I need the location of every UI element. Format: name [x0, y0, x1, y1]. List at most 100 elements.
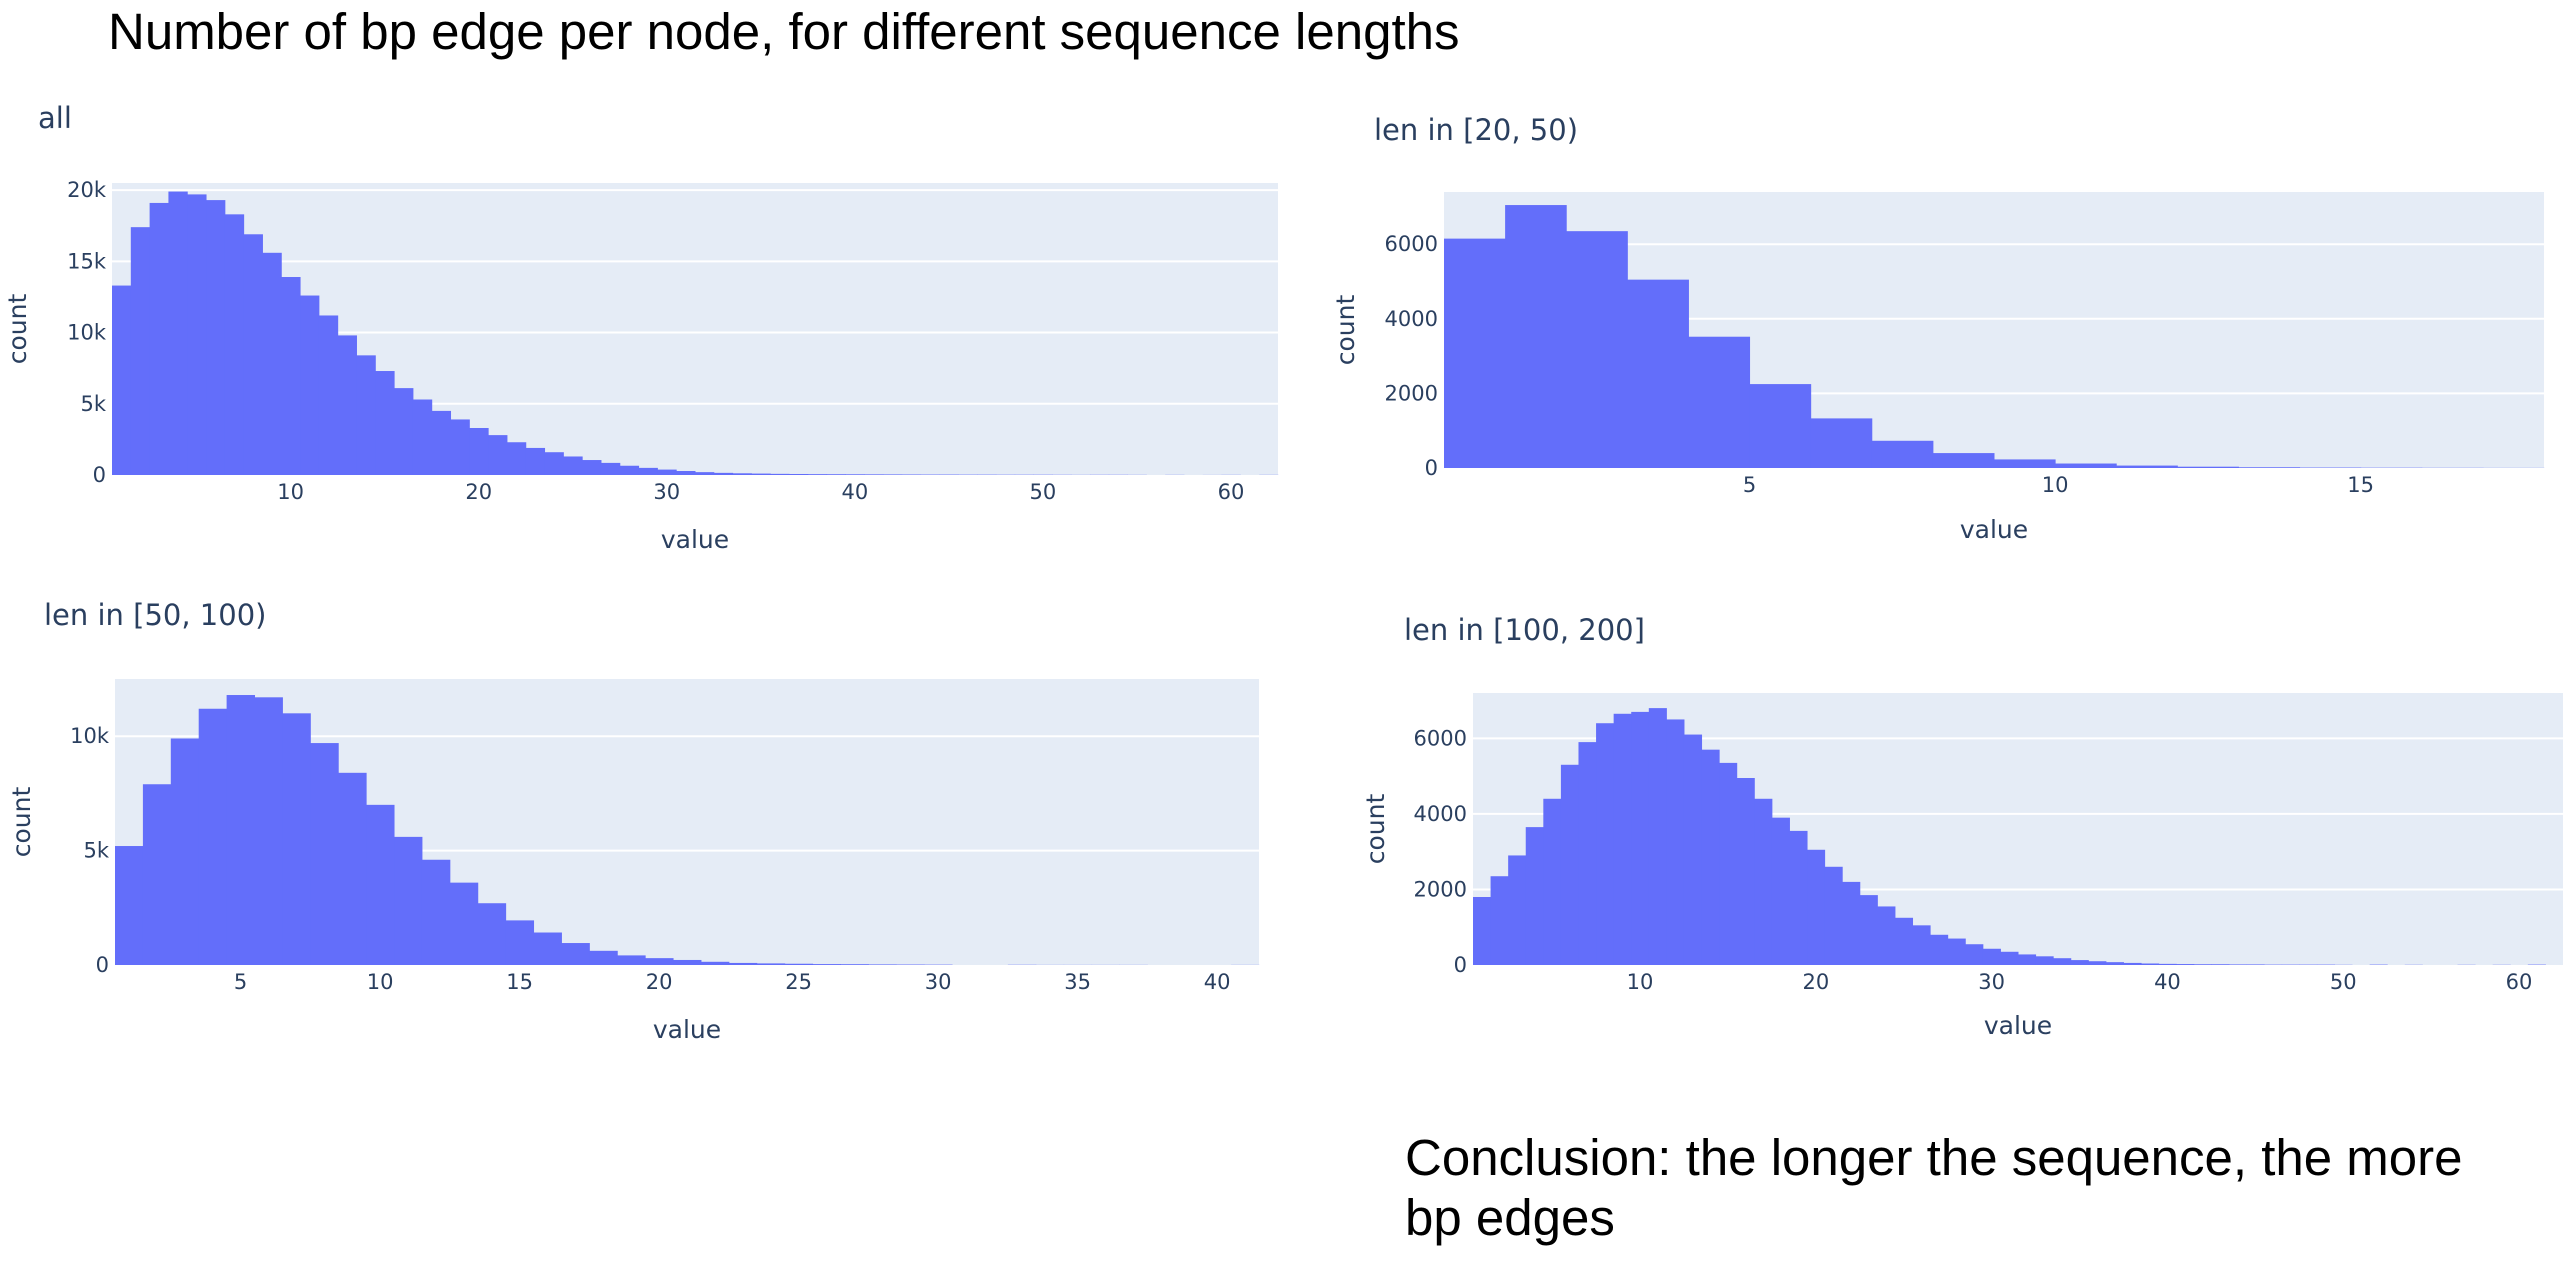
x-tick-label: 40	[2154, 970, 2181, 994]
subplot-title: len in [100, 200]	[1404, 613, 1645, 647]
histogram-bar	[1842, 881, 1861, 965]
histogram-bar	[883, 474, 903, 475]
histogram-bar	[281, 277, 301, 475]
histogram-bar	[1824, 866, 1843, 965]
histogram-bar	[770, 473, 790, 475]
x-tick-label: 30	[925, 970, 952, 994]
histogram-bar	[243, 234, 263, 475]
y-tick-label: 0	[96, 953, 109, 977]
y-axis-title: count	[1331, 295, 1360, 366]
subplot-title: len in [50, 100)	[44, 598, 266, 632]
histogram-bar	[533, 932, 562, 965]
histogram-bar	[582, 460, 602, 475]
histogram-bar	[1683, 734, 1703, 965]
panel-len-100-200: 0 2000 4000 6000 10 20 30 40 50 60 len in [100, 20…	[1361, 613, 2563, 1040]
histogram-bar	[1560, 764, 1579, 965]
x-tick-label: 10	[1627, 970, 1654, 994]
histogram-bar	[1771, 817, 1790, 965]
y-tick-label: 5k	[83, 839, 109, 863]
y-tick-label: 5k	[80, 392, 106, 416]
histogram-bar	[282, 713, 311, 965]
x-tick-label: 25	[785, 970, 812, 994]
histogram-bar	[254, 697, 283, 965]
histogram-bar	[431, 410, 452, 475]
histogram-bar	[1627, 279, 1689, 468]
subplot-title: all	[38, 101, 72, 135]
histogram-bar	[812, 964, 841, 965]
x-tick-label: 40	[1204, 970, 1231, 994]
histogram-bar	[338, 772, 367, 965]
y-tick-label: 6000	[1385, 232, 1438, 256]
x-tick-label: 60	[2506, 970, 2533, 994]
histogram-bar	[1736, 778, 1755, 965]
histogram-bar	[469, 427, 489, 475]
y-axis-title: count	[7, 787, 36, 858]
histogram-bar	[600, 462, 621, 475]
histogram-bar	[657, 469, 677, 475]
histogram-bar	[561, 943, 590, 965]
histogram-bar	[2116, 465, 2178, 468]
histogram-bar	[1912, 925, 1931, 965]
histogram-bar	[394, 388, 414, 475]
histogram-bar	[1613, 713, 1632, 965]
histogram-bar	[713, 472, 734, 475]
histogram-bar	[864, 474, 884, 475]
x-tick-label: 60	[1218, 480, 1245, 504]
histogram-bar	[1947, 938, 1966, 965]
histogram-bar	[421, 859, 451, 965]
histogram-bar	[2088, 961, 2107, 965]
x-tick-label: 50	[2330, 970, 2357, 994]
y-tick-label: 2000	[1385, 381, 1438, 405]
histogram-bar	[318, 315, 339, 475]
histogram-bar	[2055, 463, 2117, 468]
histogram-bar	[1631, 711, 1650, 965]
histogram-bar	[645, 958, 674, 965]
y-tick-label: 0	[93, 463, 106, 487]
histogram-bar	[2053, 958, 2072, 965]
histogram-bar	[115, 846, 144, 965]
histogram-bar	[112, 285, 132, 475]
histogram-bar	[149, 202, 169, 475]
y-tick-label: 0	[1454, 953, 1467, 977]
histogram-bar	[2141, 963, 2160, 965]
histogram-bar	[477, 903, 507, 965]
histogram-bar	[226, 695, 256, 965]
histogram-bar	[2000, 951, 2019, 965]
histogram-bar	[617, 955, 646, 965]
histogram-bar	[751, 473, 771, 475]
x-tick-label: 35	[1064, 970, 1091, 994]
x-tick-label: 20	[465, 480, 492, 504]
histogram-bar	[130, 227, 151, 475]
histogram-bar	[1578, 742, 1597, 965]
histogram-bar	[206, 200, 226, 475]
histogram-bar	[366, 804, 395, 965]
histogram-bar	[732, 473, 752, 475]
conclusion-text: Conclusion: the longer the sequence, the…	[1405, 1129, 2463, 1246]
histogram-bar	[676, 471, 696, 475]
histogram-bar	[168, 191, 188, 476]
x-tick-label: 50	[1030, 480, 1057, 504]
histogram-bar	[525, 447, 546, 475]
y-axis-title: count	[3, 294, 32, 365]
x-axis-title: value	[653, 1015, 721, 1044]
histogram-bar	[488, 435, 508, 475]
histogram-bar	[1754, 798, 1773, 965]
x-tick-label: 10	[2042, 473, 2069, 497]
x-tick-label: 15	[506, 970, 533, 994]
y-tick-label: 4000	[1385, 307, 1438, 331]
x-tick-label: 30	[653, 480, 680, 504]
histogram-bar	[1688, 336, 1751, 468]
histogram-bar	[2070, 960, 2089, 965]
histogram-bar	[2018, 954, 2037, 965]
histogram-bar	[1932, 453, 1995, 468]
histogram-bar	[1749, 384, 1812, 468]
histogram-bar	[1789, 830, 1808, 965]
histogram-bar	[2238, 467, 2301, 468]
page-title: Number of bp edge per node, for differen…	[108, 3, 1460, 60]
histogram-bar	[1490, 876, 1509, 965]
histogram-bar	[728, 962, 758, 965]
histogram-bar	[2035, 956, 2054, 965]
histogram-bar	[826, 474, 846, 475]
histogram-bar	[187, 194, 207, 475]
